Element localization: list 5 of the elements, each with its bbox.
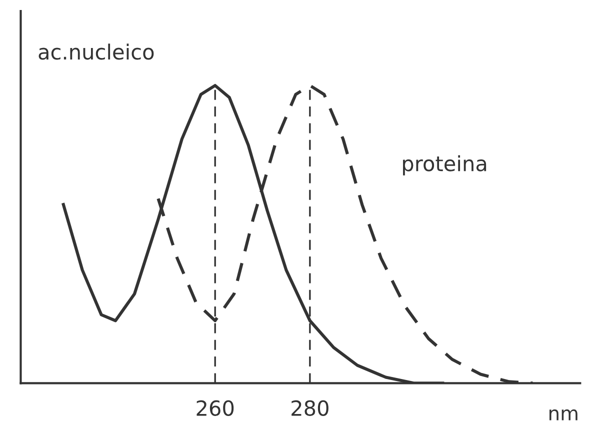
x-axis-title: nm (550, 409, 578, 420)
x-tick-label: 280 (292, 400, 328, 416)
text: ac.nucleico (38, 44, 154, 60)
x-tick-label: 260 (196, 400, 234, 416)
text: proteina (403, 155, 486, 176)
